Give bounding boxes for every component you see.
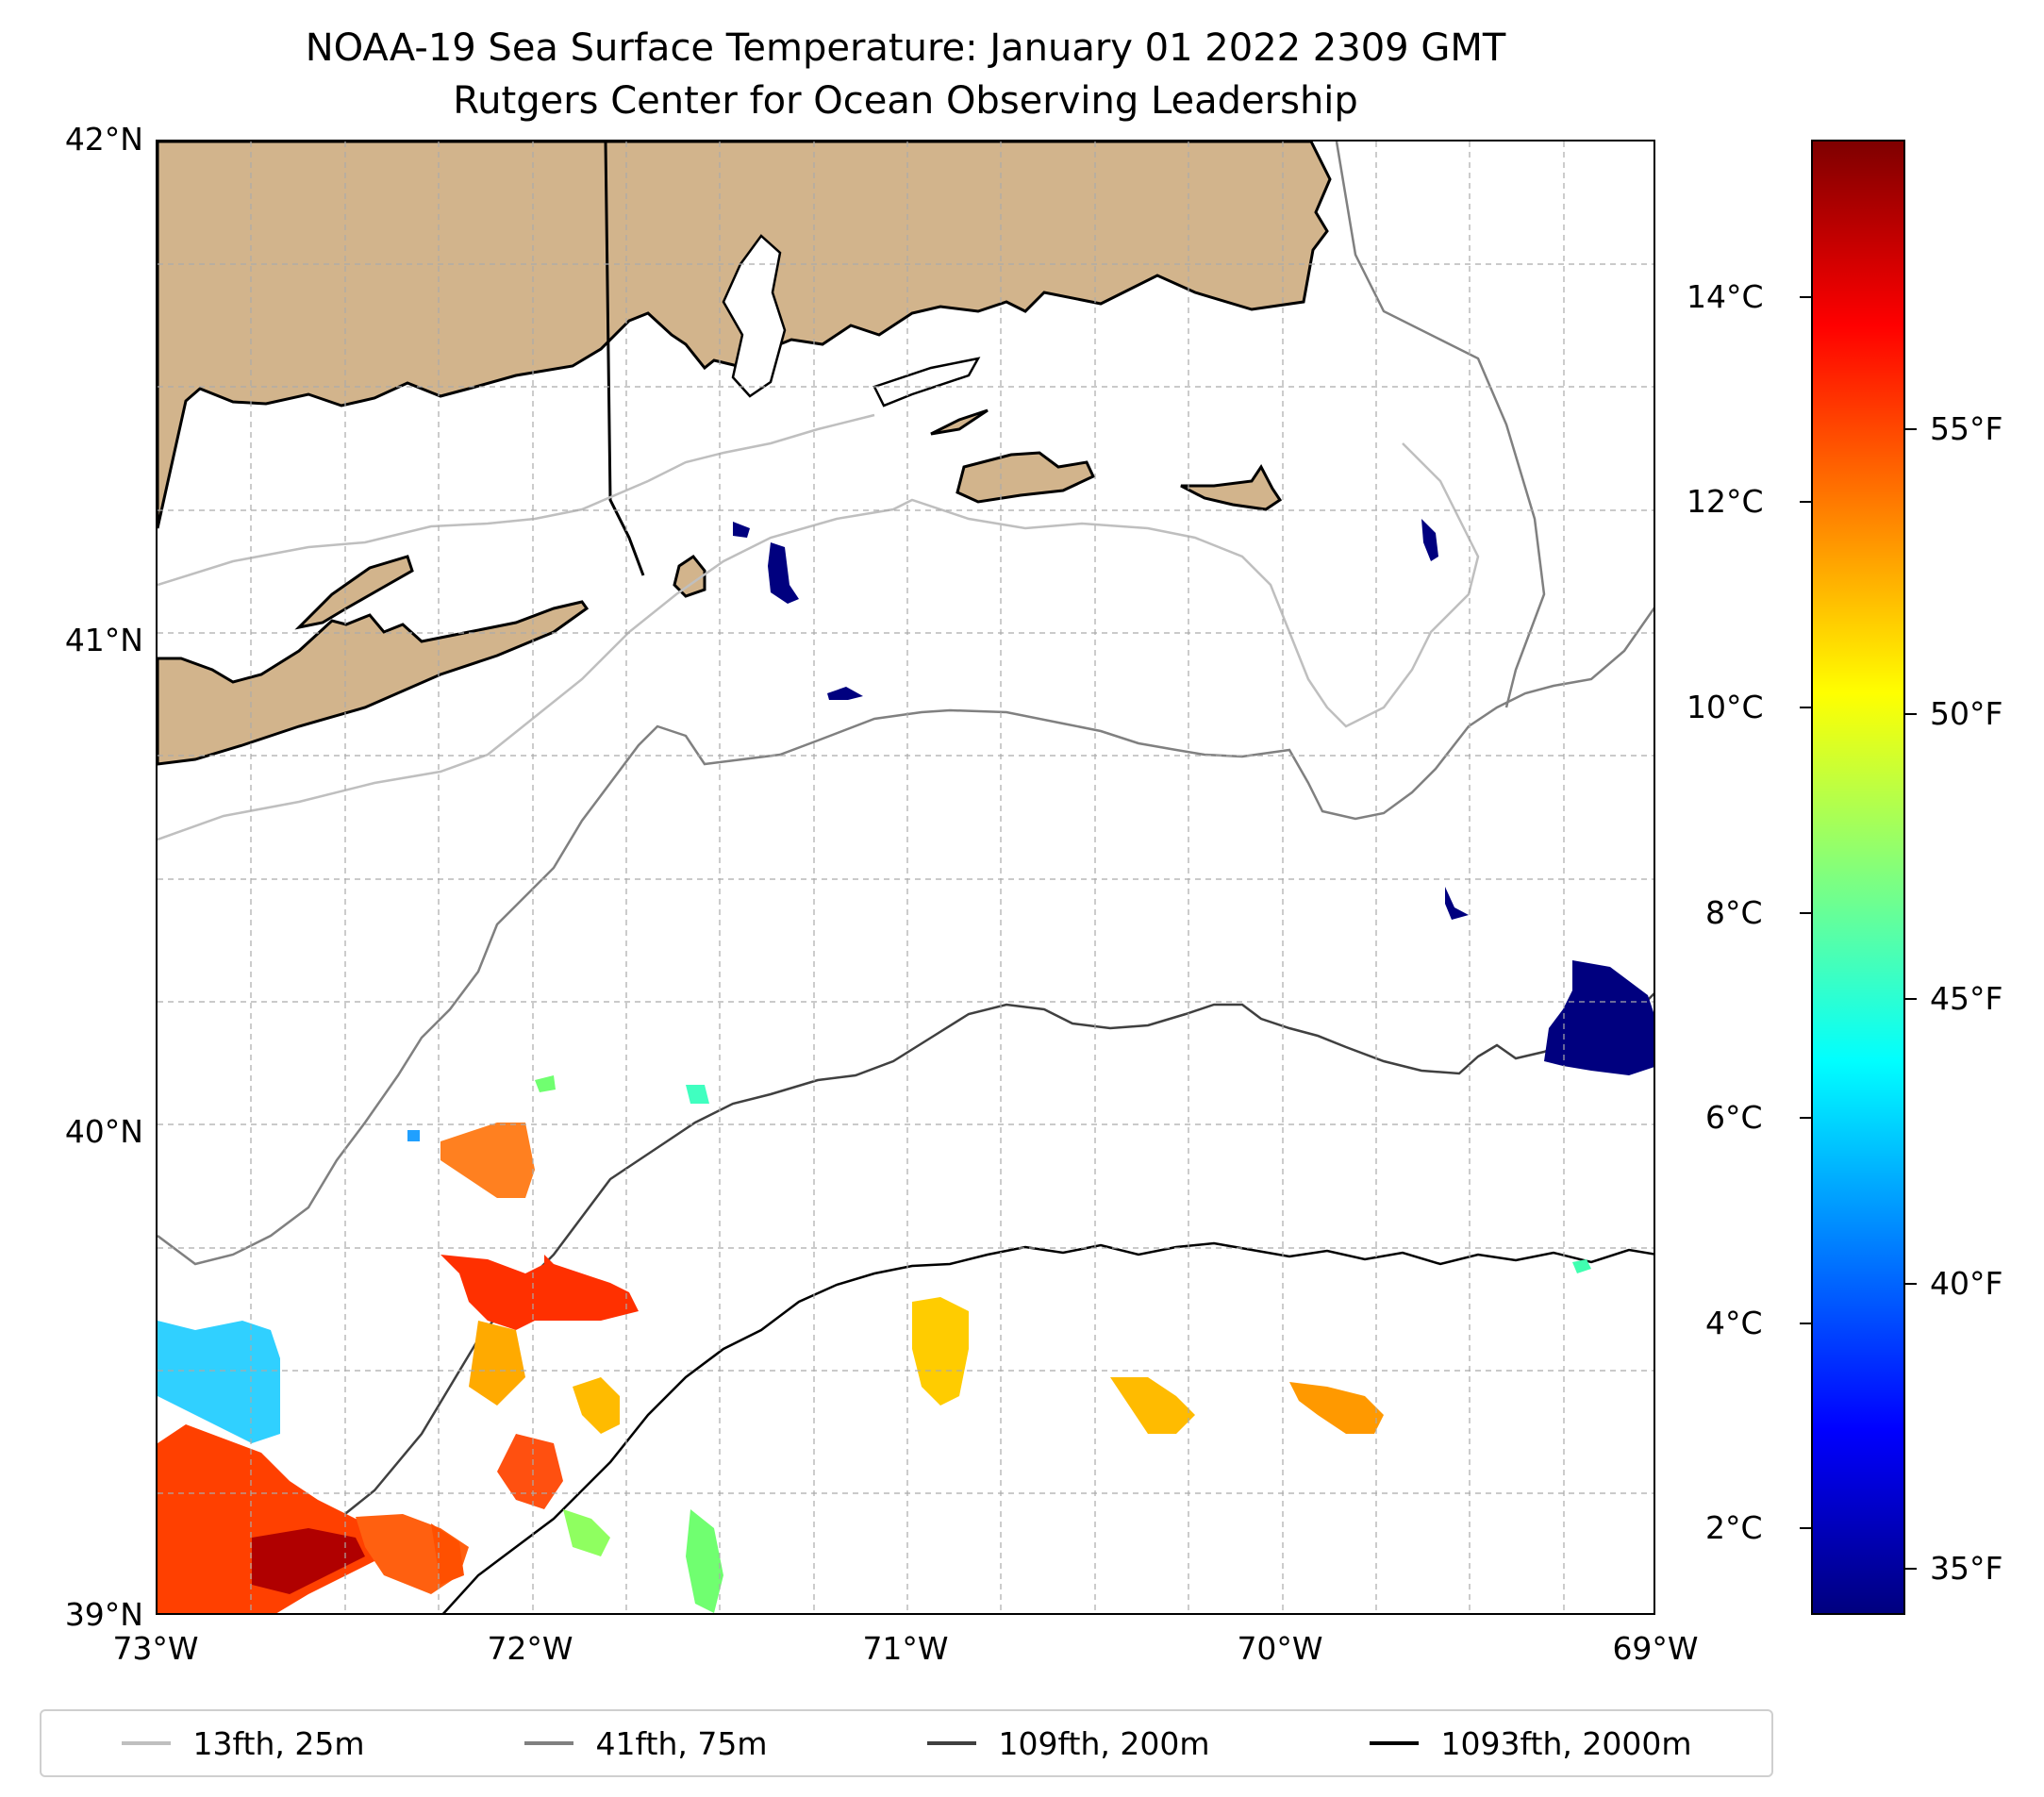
map-title: NOAA-19 Sea Surface Temperature: January… — [305, 26, 1506, 70]
legend-label: 1093fth, 2000m — [1440, 1724, 1692, 1762]
contour-75m — [158, 607, 1653, 1266]
lon-tick-label: 70°W — [1237, 1630, 1323, 1667]
celsius-tick-label: 10°C — [1687, 689, 1764, 725]
legend-line-swatch — [926, 1741, 976, 1745]
sst-patch — [573, 1377, 620, 1434]
lon-tick-label: 73°W — [112, 1630, 199, 1667]
legend-line-swatch — [1369, 1741, 1419, 1745]
contour-legend: 13fth, 25m 41fth, 75m 109fth, 200m 1093f… — [40, 1709, 1773, 1777]
lon-tick-label: 69°W — [1612, 1630, 1699, 1667]
legend-item: 41fth, 75m — [523, 1724, 768, 1762]
sst-patch — [469, 1321, 525, 1406]
lon-tick-label: 72°W — [487, 1630, 573, 1667]
legend-item: 1093fth, 2000m — [1369, 1724, 1692, 1762]
sst-patch — [1289, 1382, 1384, 1434]
legend-item: 13fth, 25m — [121, 1724, 365, 1762]
legend-item: 109fth, 200m — [926, 1724, 1210, 1762]
fahrenheit-tick-label: 35°F — [1930, 1550, 2003, 1587]
state-border — [604, 141, 645, 576]
nantucket — [1180, 464, 1283, 511]
celsius-tick-label: 12°C — [1687, 483, 1764, 520]
sst-patch — [158, 1321, 280, 1443]
sst-patch — [686, 1509, 723, 1613]
map-gridlines — [158, 141, 1653, 1613]
sst-patch — [431, 1523, 464, 1585]
block-island — [673, 554, 706, 598]
fahrenheit-tick-label: 50°F — [1930, 695, 2003, 732]
sst-patch — [1544, 960, 1653, 1075]
legend-line-swatch — [523, 1741, 573, 1745]
map-panel — [156, 140, 1655, 1615]
legend-label: 13fth, 25m — [192, 1724, 365, 1762]
lon-tick-label: 71°W — [862, 1630, 949, 1667]
sst-patch — [1572, 1259, 1591, 1273]
sst-patch — [912, 1297, 969, 1406]
celsius-tick-label: 14°C — [1687, 278, 1764, 315]
sst-patch — [252, 1528, 365, 1594]
lat-tick-label: 40°N — [64, 1113, 143, 1150]
fahrenheit-tick-label: 55°F — [1930, 410, 2003, 447]
celsius-tick-label: 6°C — [1705, 1099, 1763, 1136]
lat-tick-label: 41°N — [64, 622, 143, 658]
legend-line-swatch — [121, 1741, 171, 1745]
lat-tick-label: 39°N — [64, 1596, 143, 1633]
celsius-tick-label: 2°C — [1705, 1509, 1763, 1546]
fahrenheit-tick-label: 40°F — [1930, 1265, 2003, 1302]
contour-25m — [158, 442, 1480, 841]
sst-patch — [440, 1123, 535, 1198]
buzzards-bay — [872, 357, 981, 408]
legend-label: 109fth, 200m — [998, 1724, 1210, 1762]
map-subtitle: Rutgers Center for Ocean Observing Leade… — [453, 79, 1358, 123]
bathymetry-contours — [158, 141, 1653, 1613]
elizabeth-islands — [930, 408, 989, 436]
contour-75m-north — [1335, 141, 1546, 708]
celsius-tick-label: 8°C — [1705, 894, 1763, 931]
sst-data-layer — [158, 519, 1653, 1613]
sst-patch — [827, 687, 863, 700]
celsius-tick-label: 4°C — [1705, 1305, 1763, 1341]
sst-map — [158, 141, 1653, 1613]
sst-patch — [1110, 1377, 1195, 1434]
contour-25m-b — [158, 413, 875, 587]
sst-patch — [1445, 887, 1469, 920]
land-layer — [158, 141, 1332, 766]
bays — [722, 234, 981, 408]
colorbar — [1811, 140, 1905, 1615]
sst-patch — [686, 1085, 709, 1104]
sst-patch — [497, 1434, 563, 1509]
legend-label: 41fth, 75m — [595, 1724, 768, 1762]
contour-2000m — [441, 1241, 1653, 1613]
sst-patch — [440, 1255, 639, 1330]
long-island — [158, 600, 590, 766]
sst-patch — [535, 1075, 556, 1092]
sst-patch — [1421, 519, 1438, 561]
sst-patch — [563, 1509, 610, 1556]
sst-patch — [768, 542, 799, 604]
fahrenheit-tick-label: 45°F — [1930, 980, 2003, 1017]
narragansett-bay — [722, 234, 787, 398]
lat-tick-label: 42°N — [64, 121, 143, 158]
long-island-fork — [294, 555, 414, 630]
marthas-vineyard — [956, 451, 1095, 504]
sst-patch — [733, 522, 750, 538]
sst-patch — [407, 1130, 420, 1141]
